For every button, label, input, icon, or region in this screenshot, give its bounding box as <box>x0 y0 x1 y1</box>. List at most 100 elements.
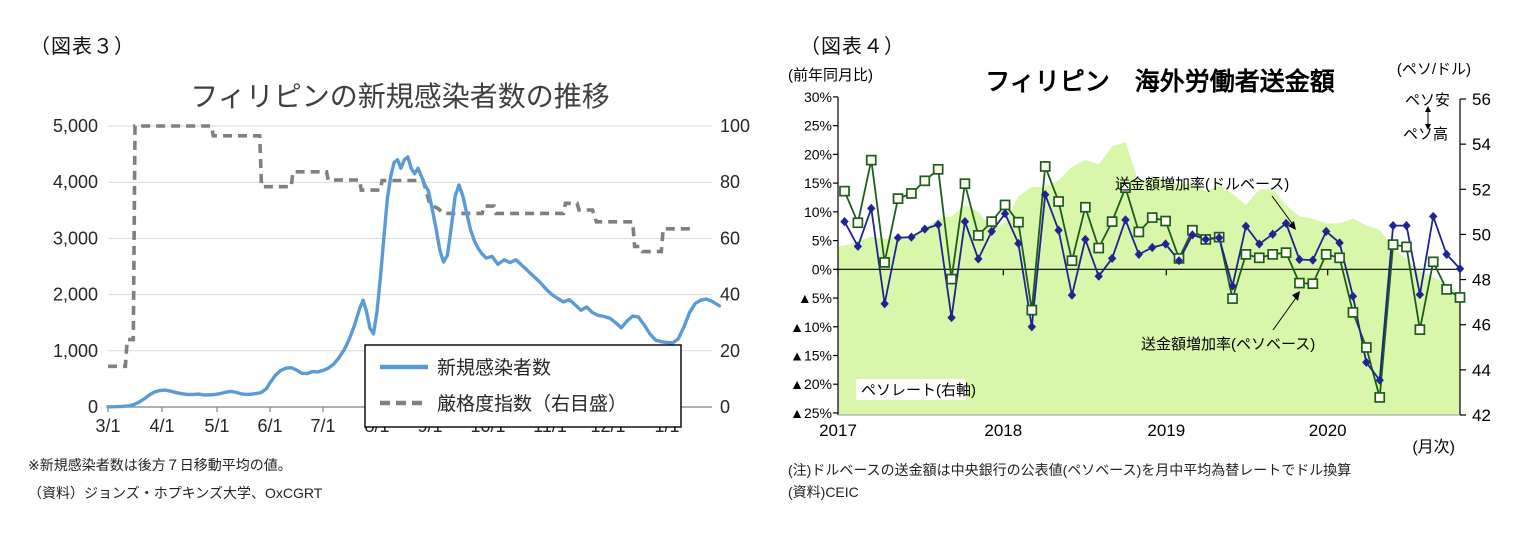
dollar-base-marker <box>1402 221 1411 231</box>
dollar-base-marker <box>1148 242 1157 253</box>
left-axis-title: (前年同月比) <box>788 67 873 84</box>
dollar-base-marker <box>840 217 849 227</box>
arrow-down-head <box>1425 124 1431 130</box>
peso-base-marker <box>1160 215 1171 227</box>
dollar-base-marker <box>1121 215 1130 225</box>
right-axis-title: (ペソ/ドル) <box>1397 61 1471 78</box>
y-axis-right-label: 52 <box>1472 180 1491 199</box>
y-axis-right-label: 46 <box>1472 316 1491 335</box>
figure4-title: フィリピン 海外労働者送金額 <box>985 67 1335 96</box>
y-axis-right-label: 40 <box>720 285 740 305</box>
figure4-tag: （図表４） <box>800 36 905 58</box>
peso-strong-label: ペソ高 <box>1403 126 1448 143</box>
peso-base-marker <box>932 163 944 175</box>
figure3-note-method: ※新規感染者数は後方７日移動平均の値。 <box>28 457 292 473</box>
x-axis-label: 4/1 <box>149 416 174 436</box>
dollar-base-marker <box>1295 254 1304 265</box>
y-axis-left-label: ▲25% <box>790 405 832 421</box>
dollar-base-marker <box>1134 249 1144 259</box>
y-axis-left-label: ▲10% <box>790 319 832 335</box>
peso-base-marker <box>1347 307 1359 318</box>
y-axis-left-label: 4,000 <box>53 172 98 192</box>
y-axis-left-label: 5,000 <box>53 116 98 136</box>
peso-base-marker <box>999 199 1011 211</box>
peso-base-marker <box>1253 252 1265 264</box>
y-axis-right-label: 54 <box>1472 135 1491 154</box>
peso-base-marker <box>1227 293 1238 304</box>
peso-base-marker <box>1267 249 1279 260</box>
dollar-base-marker <box>1041 190 1050 200</box>
peso-base-marker <box>1387 239 1399 250</box>
x-axis-label: 3/1 <box>95 416 120 436</box>
x-axis-label: 2019 <box>1147 421 1185 440</box>
peso-base-marker <box>1320 249 1332 260</box>
peso-base-marker <box>1427 256 1439 268</box>
peso-annotation-arrowhead <box>1292 291 1300 301</box>
dollar-base-marker <box>893 233 903 243</box>
figure4-chart: 30% 25% 20% 15% 10% 5% 0% ▲5% ▲10% ▲15% ▲20% ▲25% 56… <box>788 61 1491 456</box>
peso-base-marker <box>1280 247 1292 258</box>
x-axis-label: 2017 <box>819 421 857 440</box>
figure3-chart: フィリピンの新規感染者数の推移 5,000 4,000 3,000 2,000 1,000… <box>53 81 750 436</box>
new-cases-line <box>106 155 722 409</box>
y-axis-right-label: 80 <box>720 172 740 192</box>
peso-base-marker <box>892 193 904 204</box>
peso-base-marker <box>839 185 850 197</box>
y-axis-left-label: ▲15% <box>790 347 832 363</box>
peso-base-marker <box>1307 278 1319 290</box>
y-axis-right-label: 56 <box>1472 90 1491 109</box>
y-axis-right-label: 60 <box>720 228 740 248</box>
dollar-base-marker <box>1321 226 1331 236</box>
peso-base-marker <box>1294 277 1305 289</box>
peso-base-marker <box>906 188 917 199</box>
y-axis-left-label: ▲5% <box>798 290 832 306</box>
arrow-up-head <box>1425 106 1431 112</box>
peso-rate-label: ペソレート(右軸) <box>861 382 976 399</box>
peso-base-marker <box>1401 241 1412 253</box>
peso-base-marker <box>1133 226 1145 238</box>
dollar-base-marker <box>1268 229 1277 239</box>
peso-rate-area <box>838 141 1460 415</box>
dollar-base-marker <box>1281 218 1291 228</box>
peso-base-marker <box>852 217 864 229</box>
dollar-annotation-arrowhead <box>1288 221 1296 230</box>
peso-base-marker <box>1079 201 1091 213</box>
figure4-note-source: (資料)CEIC <box>788 484 859 500</box>
y-axis-right-label: 42 <box>1472 406 1491 425</box>
peso-base-marker <box>1360 342 1372 353</box>
peso-base-marker <box>1066 255 1078 267</box>
x-axis-label: 6/1 <box>257 416 282 436</box>
dollar-base-marker <box>1415 289 1425 300</box>
peso-base-marker <box>1454 292 1466 303</box>
peso-base-marker <box>986 216 998 227</box>
y-axis-left-label: 15% <box>804 175 832 191</box>
peso-base-marker <box>1240 249 1252 260</box>
y-axis-right-label: 44 <box>1472 361 1491 380</box>
y-axis-left-label: 30% <box>804 89 832 105</box>
y-axis-right-label: 50 <box>1472 225 1491 244</box>
dollar-base-marker <box>1014 238 1023 249</box>
dollar-base-marker <box>867 203 876 213</box>
figure4-note-method: (注)ドルベースの送金額は中央銀行の公表値(ペソベース)を月中平均為替レートでド… <box>788 462 1352 478</box>
y-axis-right-label: 20 <box>720 341 740 361</box>
x-axis-label: 7/1 <box>310 416 335 436</box>
dollar-base-marker <box>1442 249 1451 259</box>
x-axis-label: 2020 <box>1309 421 1347 440</box>
peso-base-marker <box>959 178 971 190</box>
y-axis-right-label: 0 <box>720 397 730 417</box>
dollar-base-marker <box>1375 375 1384 385</box>
legend-box <box>364 344 682 428</box>
y-axis-left-label: 25% <box>804 118 832 134</box>
peso-base-annotation: 送金額増加率(ペソベース) <box>1141 336 1315 353</box>
y-axis-left-label: 3,000 <box>53 228 98 248</box>
peso-base-marker <box>972 230 984 241</box>
peso-annotation-arrow <box>1272 294 1299 331</box>
x-axis-unit: (月次) <box>1412 438 1455 456</box>
dollar-base-marker <box>1455 264 1465 274</box>
dollar-base-marker <box>1308 255 1318 265</box>
peso-base-marker <box>1414 324 1426 335</box>
peso-base-marker <box>1146 212 1158 223</box>
stringency-line <box>108 124 694 369</box>
dollar-annotation-arrow <box>1271 195 1295 227</box>
